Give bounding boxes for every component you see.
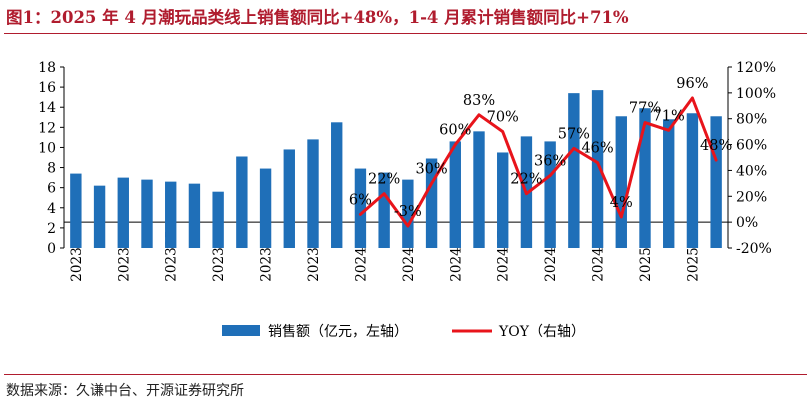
sales-bar — [402, 179, 414, 248]
yoy-data-label: 22% — [368, 172, 400, 188]
right-tick-label: -20% — [736, 241, 772, 257]
yoy-point — [525, 192, 528, 195]
left-tick-label: 8 — [47, 161, 56, 177]
yoy-data-label: 22% — [510, 172, 542, 188]
sales-bar — [663, 119, 675, 249]
yoy-point — [691, 96, 694, 100]
yoy-data-label: 96% — [676, 76, 708, 92]
sales-bar — [591, 90, 604, 248]
left-tick-label: 0 — [47, 241, 56, 257]
left-tick-label: 6 — [47, 181, 56, 197]
sales-bar — [331, 122, 343, 248]
yoy-data-labels: 6% 22% -3% 30% 60% 83%70% 22% 36% 57%46% 4% 77%71%… — [349, 76, 732, 220]
sales-bar — [639, 108, 651, 248]
right-tick-label: 100% — [736, 86, 776, 102]
right-tick-label: 80% — [736, 112, 767, 128]
yoy-data-label: -3% — [394, 204, 422, 220]
right-tick-label: 0% — [736, 215, 758, 231]
sales-bar — [710, 116, 722, 249]
yoy-point — [572, 147, 576, 150]
legend-line-label: YOY（右轴） — [498, 324, 585, 340]
data-source-note: 数据来源：久谦中台、开源证券研究所 — [6, 383, 244, 399]
sales-bar — [93, 185, 106, 248]
sales-bar — [544, 141, 556, 248]
yoy-point — [359, 213, 362, 216]
sales-bar — [686, 113, 699, 248]
sales-bar — [473, 131, 485, 248]
sales-bar — [354, 168, 367, 248]
yoy-data-label: 77% — [629, 101, 661, 117]
yoy-data-label: 57% — [558, 126, 590, 142]
sales-bar — [70, 173, 82, 248]
yoy-series-line — [358, 96, 718, 228]
yoy-point — [430, 182, 433, 185]
left-tick-label: 14 — [38, 100, 56, 116]
yoy-data-label: 4% — [610, 195, 633, 211]
right-tick-label: 120% — [736, 60, 776, 76]
sales-bar — [568, 93, 580, 249]
sales-bar — [425, 158, 438, 248]
yoy-data-label: 30% — [415, 161, 447, 177]
sales-bar — [236, 156, 248, 248]
sales-bar — [497, 152, 509, 248]
right-tick-label: 60% — [736, 138, 767, 154]
sales-bar — [117, 177, 129, 248]
yoy-point — [382, 192, 386, 195]
chart-title: 图1：2025 年 4 月潮玩品类线上销售额同比+48%，1-4 月累计销售额同… — [6, 8, 629, 27]
left-tick-label: 12 — [38, 120, 56, 136]
yoy-data-label: 83% — [463, 93, 495, 109]
sales-bar — [165, 181, 177, 248]
combo-chart: 0 2 4 6 8 10 12 14 16 18 -20% 0% 20% 40% 60% 80% 100% 120… — [38, 60, 776, 340]
yoy-point — [406, 224, 410, 228]
sales-bar — [307, 139, 319, 248]
left-tick-label: 16 — [38, 80, 56, 96]
sales-bar — [212, 191, 224, 248]
yoy-data-label: 70% — [487, 110, 519, 126]
sales-bar — [378, 172, 390, 248]
sales-bar — [615, 116, 627, 249]
yoy-point — [596, 161, 599, 164]
left-tick-label: 10 — [38, 140, 56, 156]
yoy-data-label: 36% — [534, 154, 566, 170]
right-tick-label: 20% — [736, 189, 767, 205]
yoy-point — [548, 174, 552, 177]
legend-bar-label: 销售额（亿元，左轴） — [268, 324, 408, 340]
legend-bar-swatch — [222, 325, 260, 336]
title-divider — [4, 33, 807, 34]
yoy-data-label: 71% — [653, 108, 685, 124]
yoy-point — [454, 143, 457, 146]
left-tick-label: 2 — [47, 221, 56, 237]
source-divider — [4, 374, 807, 375]
sales-bars — [70, 90, 722, 249]
yoy-point — [714, 158, 718, 162]
chart-legend: 销售额（亿元，左轴） YOY（右轴） — [222, 324, 585, 340]
yoy-point — [477, 113, 481, 117]
sales-bar — [141, 179, 153, 248]
yoy-data-label: 48% — [700, 138, 732, 154]
left-tick-label: 18 — [38, 60, 56, 76]
sales-bar — [449, 141, 461, 248]
yoy-data-label: 60% — [439, 123, 471, 139]
yoy-point — [667, 129, 670, 132]
yoy-data-label: 6% — [349, 192, 372, 208]
yoy-data-label: 46% — [581, 141, 613, 157]
left-tick-label: 4 — [47, 201, 56, 217]
sales-bar — [283, 149, 295, 248]
right-tick-label: 40% — [736, 163, 767, 179]
yoy-point — [643, 121, 647, 124]
yoy-line — [358, 96, 718, 228]
yoy-point — [501, 130, 504, 133]
sales-bar — [259, 168, 272, 248]
yoy-point — [620, 215, 623, 219]
sales-bar — [188, 183, 201, 248]
